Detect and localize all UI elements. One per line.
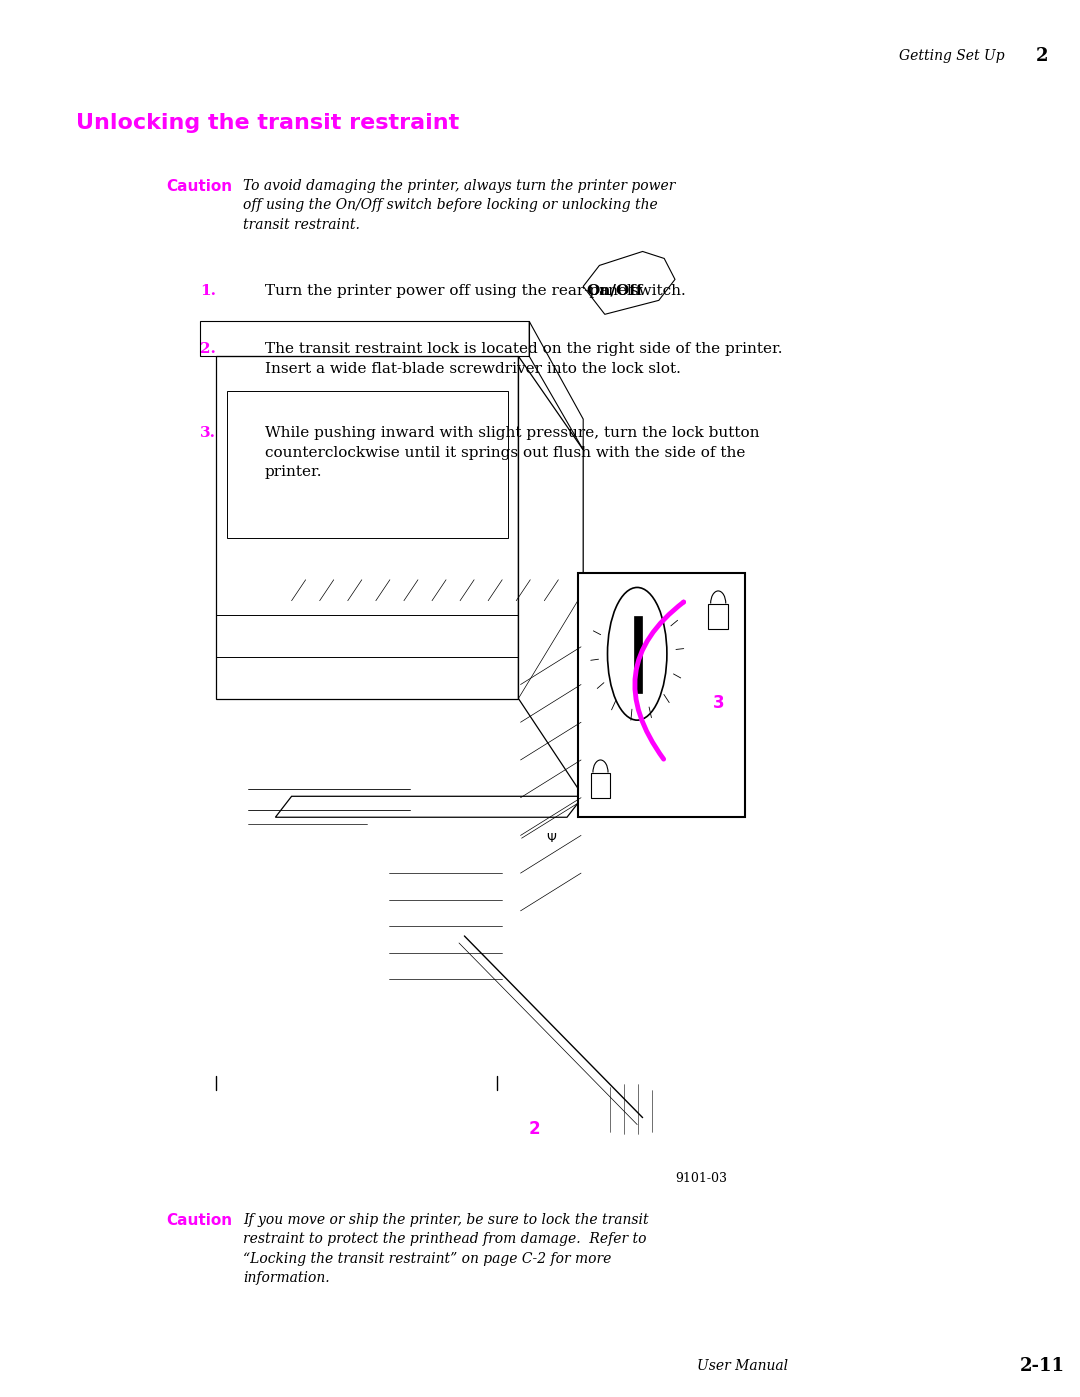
Bar [708,604,728,629]
Text: 2: 2 [1036,47,1049,64]
Bar [634,616,642,693]
Text: 1.: 1. [200,284,216,298]
Text: On/Off: On/Off [586,284,643,298]
Text: While pushing inward with slight pressure, turn the lock button
counterclockwise: While pushing inward with slight pressur… [265,426,759,479]
Text: 9101-03: 9101-03 [675,1172,727,1185]
Text: Turn the printer power off using the rear-panel: Turn the printer power off using the rea… [265,284,636,298]
Text: 2: 2 [529,1120,540,1137]
Text: 3: 3 [713,694,725,711]
Text: 2.: 2. [200,342,216,356]
Text: Ψ: Ψ [545,831,556,845]
Text: Caution: Caution [166,179,232,194]
Text: Caution: Caution [166,1213,232,1228]
Text: 2-11: 2-11 [1020,1358,1065,1375]
Bar [578,573,745,817]
Text: The transit restraint lock is located on the right side of the printer.
Insert a: The transit restraint lock is located on… [265,342,782,376]
Text: switch.: switch. [626,284,686,298]
Text: To avoid damaging the printer, always turn the printer power
off using the On/Of: To avoid damaging the printer, always tu… [243,179,675,232]
Text: 3.: 3. [200,426,216,440]
Text: Getting Set Up: Getting Set Up [899,49,1004,63]
Bar [591,773,610,798]
Text: Unlocking the transit restraint: Unlocking the transit restraint [76,113,459,133]
Text: User Manual: User Manual [698,1359,788,1373]
FancyArrowPatch shape [635,602,684,759]
Text: If you move or ship the printer, be sure to lock the transit
restraint to protec: If you move or ship the printer, be sure… [243,1213,649,1285]
